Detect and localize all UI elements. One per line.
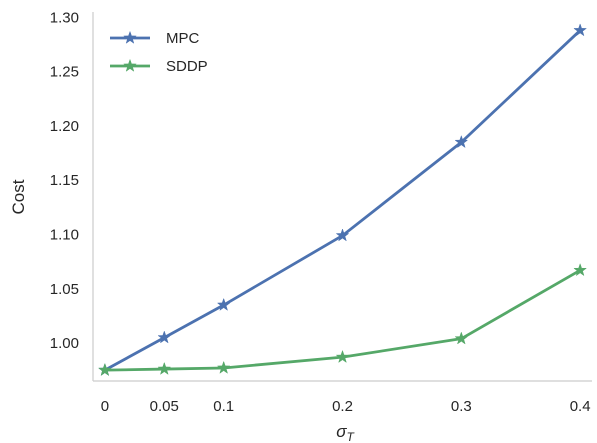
data-point-sddp: [97, 362, 112, 377]
legend: MPC SDDP: [110, 30, 208, 75]
y-tick-label: 1.30: [50, 9, 79, 26]
x-tick-label: 0.2: [332, 398, 353, 415]
data-point-mpc: [157, 330, 172, 344]
plot-area: [97, 23, 588, 377]
x-axis-label-subscript: T: [346, 430, 355, 443]
y-tick-label: 1.10: [50, 226, 79, 243]
data-point-mpc: [454, 134, 469, 149]
legend-label-sddp: SDDP: [166, 58, 208, 75]
x-tick-label: 0.05: [150, 398, 179, 415]
y-tick-label: 1.05: [50, 281, 79, 298]
data-point-sddp: [157, 361, 172, 375]
x-tick-label: 0.4: [570, 398, 591, 415]
y-axis-label: Cost: [9, 179, 28, 214]
legend-label-mpc: MPC: [166, 30, 200, 47]
x-axis-label: σT: [336, 422, 355, 443]
y-tick-label: 1.20: [50, 118, 79, 135]
axes: 1.00 1.05 1.10 1.15 1.20 1.25 1.30 0 0.05 0.1 0.2 0…: [50, 9, 592, 415]
y-tick-label: 1.00: [50, 335, 79, 352]
data-point-sddp: [335, 349, 350, 363]
data-point-mpc: [573, 23, 588, 37]
data-point-sddp: [454, 331, 469, 345]
x-tick-label: 0: [101, 398, 109, 415]
series-line-mpc: [103, 29, 582, 372]
y-tick-label: 1.25: [50, 64, 79, 81]
x-tick-label: 0.1: [213, 398, 234, 415]
data-point-mpc: [216, 297, 231, 311]
legend-marker-mpc: [123, 30, 137, 44]
legend-marker-sddp: [123, 58, 137, 72]
data-point-sddp: [216, 360, 231, 374]
series-line-sddp: [103, 268, 582, 372]
data-point-mpc: [335, 228, 350, 242]
y-tick-label: 1.15: [50, 172, 79, 189]
x-axis-label-symbol: σ: [336, 422, 347, 441]
x-tick-label: 0.3: [451, 398, 472, 415]
data-point-sddp: [573, 263, 588, 277]
